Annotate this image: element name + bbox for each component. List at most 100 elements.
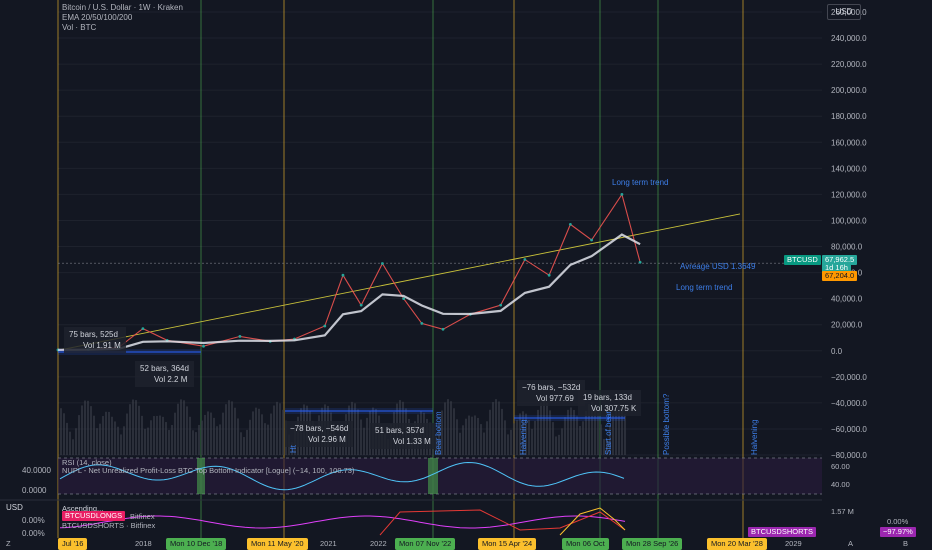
time-axis-date: Jul '16 [58,538,88,550]
axis-corner-z[interactable]: Z [6,539,11,548]
annotation-line: 75 bars, 525d [69,330,118,339]
volume-bar [495,399,497,455]
price-point [341,273,345,277]
time-axis-box: Mon 07 Nov '22 [395,538,456,550]
volume-bar [462,425,464,455]
price-point [359,303,363,307]
annotation-75-bars: 75 bars, 525d Vol 1.91 M [64,327,126,353]
volume-bar [168,430,170,455]
annotation-minus-78-bars: −78 bars, −546d Vol 2.96 M [285,421,354,447]
volume-bar [531,428,533,455]
axis-corner-a[interactable]: A [848,539,854,548]
price-point [568,222,572,226]
volume-bar [81,405,83,455]
nupl-bottom-zone [197,458,205,494]
shorts-axis-left-bottom: 0.00% [22,529,45,538]
volume-bar [507,434,509,455]
volume-bar [273,405,275,455]
annotation-line: Vol 1.91 M [83,341,121,350]
grid [58,11,822,456]
price-axis-label: −80,000.0 [831,451,867,460]
volume-bar [84,400,86,455]
volume-bar [165,422,167,455]
volume-bar [561,428,563,455]
volume-bar [573,409,575,455]
volume-bar [471,416,473,455]
volume-bar [96,428,98,455]
shorts-series-tag: BTCUSDSHORTS [748,527,816,537]
volume-bar [366,417,368,455]
shorts-pane [0,499,932,536]
volume-bar [120,434,122,455]
volume-bar [222,412,224,455]
price-point [441,327,445,331]
volume-bar [135,400,137,455]
volume-bar [291,442,293,455]
measure-arrows [58,349,625,421]
volume-bar [144,428,146,455]
label-possible-bottom: Possible bottom? [662,393,671,455]
volume-bar [606,439,608,455]
volume-bar [588,404,590,455]
price-point [620,193,624,196]
volume-bar [456,419,458,455]
volume-bar [603,438,605,455]
volume-bar [252,411,254,455]
note-long-term-trend-top: Long term trend [612,178,669,187]
currency-label-left[interactable]: USD [6,503,23,512]
volume-bar [615,406,617,455]
volume-bar [138,405,140,455]
volume-bar [441,410,443,455]
volume-bar [570,407,572,455]
volume-bar [246,429,248,455]
volume-bar [66,422,68,455]
volume-bar [75,428,77,455]
volume-bar [279,403,281,455]
volume-bar [516,420,518,455]
axis-corner-b[interactable]: B [903,539,909,548]
annotation-52-bars: 52 bars, 364d Vol 2.2 M [135,361,194,387]
label-halving-2: Halvening [750,419,759,455]
volume-bar [579,426,581,455]
volume-bar [510,429,512,455]
volume-bar [468,415,470,455]
shorts-line [59,515,626,529]
volume-bar [567,409,569,455]
volume-bar [438,422,440,455]
nupl-label: NUPL - Net Unrealized Profit-Loss BTC To… [62,466,355,475]
rsi-axis-right-40: 40.00 [831,480,850,489]
volume-bar [162,416,164,455]
volume-bar [90,406,92,455]
volume-bar [198,424,200,455]
volume-bar [543,400,545,455]
volume-bar [204,414,206,455]
price-point [323,324,327,328]
volume-bar [225,404,227,455]
volume-bar [207,411,209,455]
price-axis-label: −60,000.0 [831,425,867,434]
volume-bar [72,439,74,455]
volume-bar [513,423,515,455]
volume-bar [477,417,479,455]
volume-bar [171,425,173,455]
price-axis-label: 120,000.0 [831,190,867,199]
volume-bar [111,416,113,455]
volume-bar [99,423,101,455]
price-point [499,303,503,307]
volume-bar [219,424,221,455]
volume-bar [240,432,242,455]
currency-button[interactable]: USD [827,4,861,20]
annotation-line: Vol 2.96 M [308,435,346,444]
volume-bar [360,419,362,455]
volume-bar [126,413,128,455]
volume-bar [534,420,536,455]
shorts-axis-right-pct: 0.00% [887,517,909,526]
volume-bar [186,406,188,455]
volume-bar [105,411,107,455]
volume-bar [528,419,530,455]
annotation-line: Vol 977.69 [536,394,574,403]
volume-bar [249,419,251,455]
volume-bar [270,413,272,455]
countdown-tag: 1d 16h [822,263,851,273]
price-series [56,193,642,352]
